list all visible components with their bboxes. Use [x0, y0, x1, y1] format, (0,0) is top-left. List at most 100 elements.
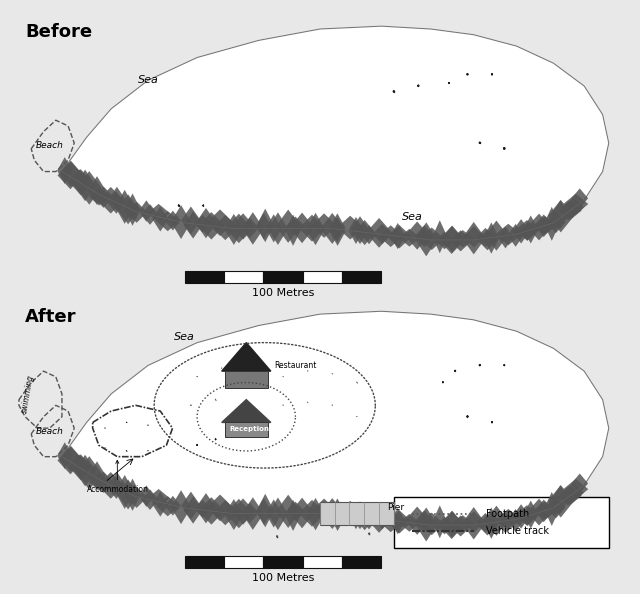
- Text: Reception: Reception: [229, 426, 269, 432]
- Polygon shape: [518, 223, 536, 241]
- Polygon shape: [546, 497, 566, 519]
- Text: Sea: Sea: [402, 212, 422, 222]
- Polygon shape: [156, 496, 179, 516]
- Polygon shape: [477, 229, 498, 250]
- Polygon shape: [299, 214, 325, 242]
- Polygon shape: [60, 160, 82, 187]
- Polygon shape: [463, 511, 484, 533]
- Polygon shape: [435, 232, 454, 249]
- Polygon shape: [390, 508, 406, 534]
- Polygon shape: [164, 496, 181, 516]
- Polygon shape: [221, 343, 271, 371]
- Polygon shape: [290, 498, 314, 528]
- Polygon shape: [546, 211, 566, 233]
- Polygon shape: [62, 311, 609, 525]
- Polygon shape: [241, 217, 259, 238]
- Polygon shape: [276, 495, 301, 528]
- Polygon shape: [355, 505, 375, 530]
- Polygon shape: [69, 169, 92, 195]
- Polygon shape: [286, 501, 305, 521]
- Polygon shape: [117, 479, 139, 510]
- Polygon shape: [527, 214, 551, 241]
- Bar: [264, 557, 303, 568]
- Polygon shape: [405, 222, 429, 249]
- Polygon shape: [306, 498, 325, 530]
- Polygon shape: [378, 225, 403, 247]
- Text: After: After: [25, 308, 77, 327]
- Polygon shape: [320, 498, 344, 529]
- Polygon shape: [195, 500, 211, 517]
- Polygon shape: [266, 214, 282, 242]
- Polygon shape: [462, 507, 486, 539]
- Polygon shape: [563, 194, 588, 214]
- Polygon shape: [57, 157, 72, 184]
- Text: Accommodation: Accommodation: [86, 460, 148, 494]
- Polygon shape: [69, 454, 92, 481]
- Text: Pier: Pier: [388, 504, 404, 513]
- Polygon shape: [399, 514, 420, 532]
- Polygon shape: [562, 198, 584, 217]
- Polygon shape: [329, 498, 346, 527]
- Bar: [394, 497, 609, 548]
- Polygon shape: [268, 497, 288, 530]
- Polygon shape: [77, 456, 102, 490]
- Polygon shape: [88, 473, 109, 491]
- Polygon shape: [164, 211, 181, 230]
- Polygon shape: [117, 194, 139, 225]
- Polygon shape: [126, 201, 147, 223]
- Polygon shape: [523, 216, 538, 244]
- Polygon shape: [74, 170, 96, 201]
- Polygon shape: [433, 220, 447, 253]
- Polygon shape: [495, 224, 522, 245]
- Polygon shape: [330, 217, 346, 246]
- Bar: [224, 557, 264, 568]
- Polygon shape: [320, 213, 344, 244]
- Bar: [185, 557, 224, 568]
- Polygon shape: [88, 188, 109, 206]
- Polygon shape: [572, 473, 588, 493]
- Polygon shape: [441, 226, 463, 252]
- Polygon shape: [124, 479, 141, 511]
- Polygon shape: [350, 501, 370, 529]
- Polygon shape: [286, 216, 305, 236]
- Polygon shape: [498, 511, 513, 533]
- Polygon shape: [115, 475, 134, 509]
- Polygon shape: [69, 169, 90, 192]
- Text: swimming: swimming: [20, 374, 36, 414]
- Bar: [225, 422, 268, 437]
- Polygon shape: [527, 499, 551, 526]
- Polygon shape: [109, 472, 125, 496]
- Polygon shape: [485, 220, 508, 251]
- Text: Vehicle track: Vehicle track: [486, 526, 549, 536]
- Polygon shape: [419, 228, 444, 250]
- Text: 100 Metres: 100 Metres: [252, 573, 314, 583]
- Bar: [342, 557, 381, 568]
- Polygon shape: [463, 226, 484, 248]
- Polygon shape: [108, 192, 125, 214]
- Polygon shape: [276, 210, 301, 243]
- Polygon shape: [207, 210, 234, 236]
- Polygon shape: [552, 485, 570, 514]
- Polygon shape: [152, 492, 168, 517]
- Polygon shape: [390, 223, 406, 249]
- Polygon shape: [195, 208, 216, 238]
- Polygon shape: [88, 462, 106, 490]
- Polygon shape: [419, 513, 444, 535]
- Polygon shape: [171, 205, 191, 239]
- Polygon shape: [93, 187, 114, 208]
- Polygon shape: [290, 213, 314, 243]
- Polygon shape: [212, 500, 238, 525]
- Text: Sea: Sea: [138, 75, 159, 86]
- Polygon shape: [77, 171, 102, 205]
- Polygon shape: [515, 220, 540, 241]
- Polygon shape: [62, 26, 609, 240]
- Polygon shape: [60, 446, 82, 472]
- Polygon shape: [124, 194, 141, 226]
- Polygon shape: [452, 230, 474, 247]
- Polygon shape: [405, 507, 429, 535]
- Bar: [303, 557, 342, 568]
- Polygon shape: [171, 490, 191, 524]
- Polygon shape: [415, 510, 434, 532]
- Polygon shape: [330, 502, 346, 531]
- Polygon shape: [387, 510, 412, 533]
